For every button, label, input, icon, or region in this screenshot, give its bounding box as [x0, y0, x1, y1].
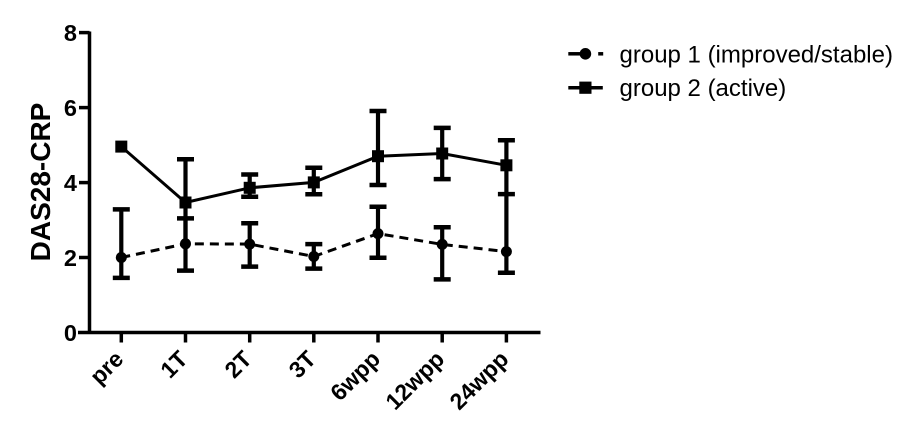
svg-text:8: 8 [64, 20, 77, 46]
svg-text:2: 2 [64, 245, 77, 271]
svg-text:DAS28-CRP: DAS28-CRP [25, 103, 56, 262]
svg-text:0: 0 [64, 320, 77, 346]
svg-text:group 1 (improved/stable): group 1 (improved/stable) [620, 42, 893, 69]
svg-text:4: 4 [64, 170, 77, 196]
svg-text:6: 6 [64, 95, 77, 121]
svg-text:group 2 (active): group 2 (active) [620, 75, 787, 102]
